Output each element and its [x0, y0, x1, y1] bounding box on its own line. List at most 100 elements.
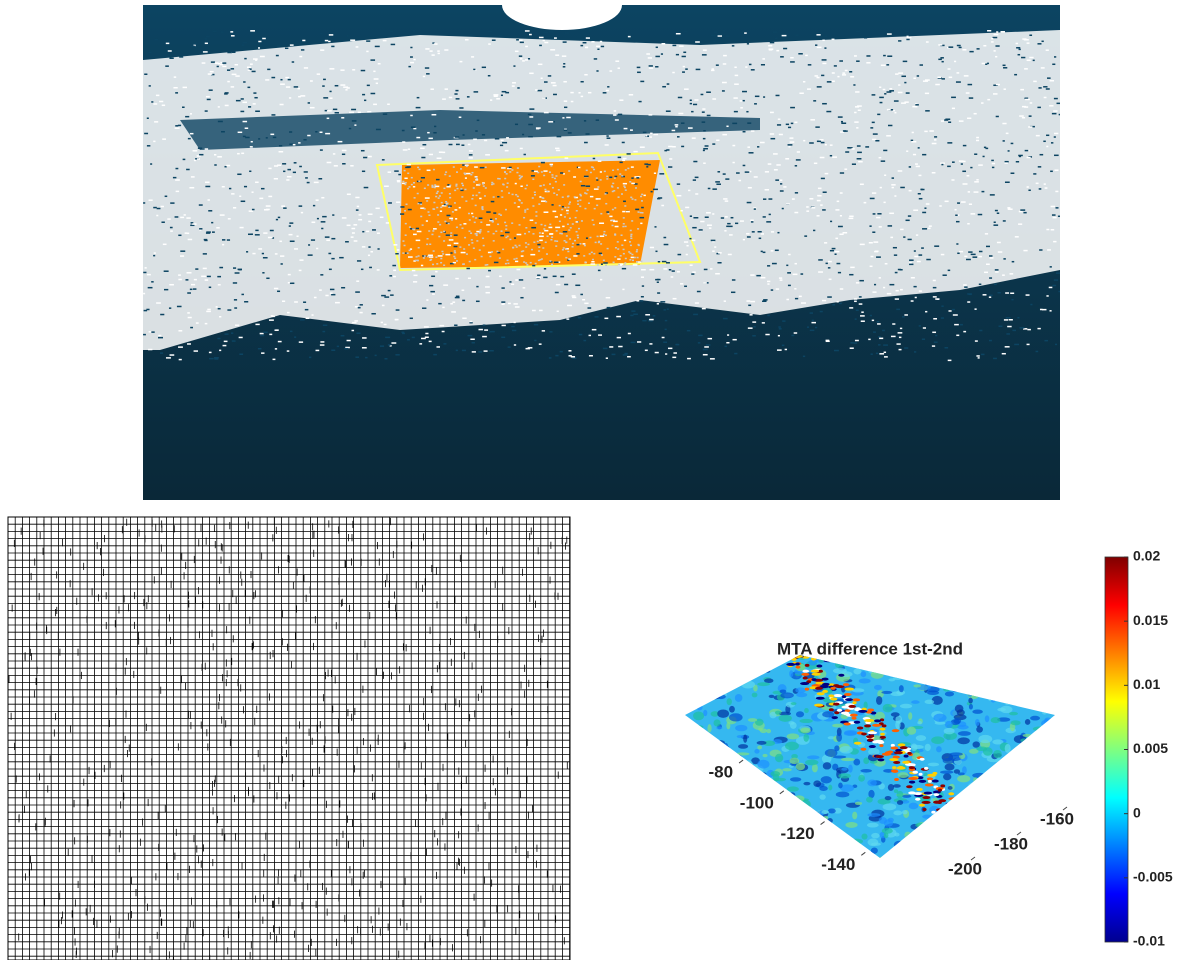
- point: [951, 179, 954, 181]
- point: [584, 120, 586, 122]
- point: [390, 294, 394, 296]
- point: [535, 89, 538, 91]
- point: [482, 336, 487, 338]
- ridge-patch: [973, 824, 983, 827]
- point: [830, 250, 834, 252]
- point: [646, 53, 650, 55]
- point: [631, 220, 633, 222]
- surface-patch: [989, 675, 995, 682]
- point: [422, 307, 426, 309]
- surface-patch: [791, 702, 797, 705]
- point: [849, 307, 853, 309]
- point: [449, 239, 454, 241]
- point: [560, 214, 562, 216]
- point: [806, 210, 809, 212]
- point: [317, 218, 319, 220]
- point: [427, 238, 429, 240]
- point: [479, 232, 481, 234]
- point: [713, 41, 715, 43]
- point: [358, 112, 361, 114]
- point: [505, 150, 509, 152]
- surface-patch: [995, 769, 1009, 774]
- surface-patch: [735, 694, 743, 702]
- ridge-patch: [822, 683, 830, 686]
- point: [286, 86, 290, 88]
- surface-patch: [722, 658, 730, 663]
- surface-patch: [757, 741, 767, 745]
- point: [932, 172, 936, 174]
- point: [718, 252, 722, 254]
- point: [693, 161, 697, 163]
- point: [235, 64, 238, 66]
- point: [993, 93, 998, 95]
- point: [539, 45, 542, 47]
- point: [426, 200, 428, 202]
- surface-patch: [775, 797, 786, 806]
- point: [914, 250, 916, 252]
- point: [158, 335, 161, 337]
- point: [269, 334, 272, 336]
- point: [618, 196, 620, 198]
- surface-patch: [821, 776, 832, 783]
- surface-patch: [1050, 782, 1055, 788]
- point: [1054, 279, 1058, 281]
- surface-patch: [748, 650, 758, 653]
- point: [543, 184, 545, 186]
- point: [849, 71, 852, 73]
- point: [703, 49, 707, 51]
- surface-patch: [681, 676, 690, 682]
- point: [684, 241, 688, 243]
- point: [169, 307, 171, 309]
- surface-patch: [932, 696, 943, 705]
- point: [186, 217, 190, 219]
- point: [427, 170, 431, 172]
- point: [466, 253, 468, 255]
- ridge-patch: [957, 839, 963, 842]
- point: [809, 198, 813, 200]
- point: [912, 106, 916, 108]
- point: [655, 251, 657, 253]
- point: [969, 51, 973, 53]
- point: [431, 276, 435, 278]
- point: [1040, 154, 1044, 156]
- point: [964, 256, 967, 257]
- point: [460, 190, 463, 192]
- point: [538, 166, 540, 168]
- point: [437, 50, 440, 52]
- point: [364, 187, 369, 189]
- surface-patch: [943, 834, 950, 839]
- point: [1018, 223, 1022, 225]
- ridge-patch: [957, 809, 963, 812]
- point: [568, 350, 571, 352]
- point: [572, 243, 574, 245]
- point: [562, 226, 564, 228]
- point: [810, 312, 813, 314]
- surface-patch: [905, 665, 917, 673]
- point: [469, 261, 471, 263]
- point: [697, 291, 701, 293]
- surface-patch: [938, 672, 949, 679]
- point: [770, 112, 774, 114]
- point: [1050, 171, 1053, 173]
- ridge-patch: [894, 778, 899, 781]
- point: [160, 352, 163, 354]
- surface-patch: [858, 775, 865, 782]
- surface-patch: [885, 796, 892, 800]
- point: [564, 129, 567, 131]
- point: [170, 202, 174, 204]
- point: [695, 302, 699, 304]
- point: [884, 202, 886, 204]
- point: [351, 236, 354, 238]
- point: [180, 250, 185, 252]
- point: [571, 356, 575, 358]
- ridge-patch: [896, 767, 905, 770]
- point: [240, 111, 244, 113]
- point: [995, 271, 998, 273]
- point: [352, 232, 355, 234]
- point: [625, 226, 627, 228]
- point: [887, 55, 892, 57]
- ridge-patch: [945, 810, 951, 813]
- surface-patch: [861, 671, 867, 677]
- surface-patch: [1031, 737, 1036, 746]
- surface-patch: [990, 679, 998, 685]
